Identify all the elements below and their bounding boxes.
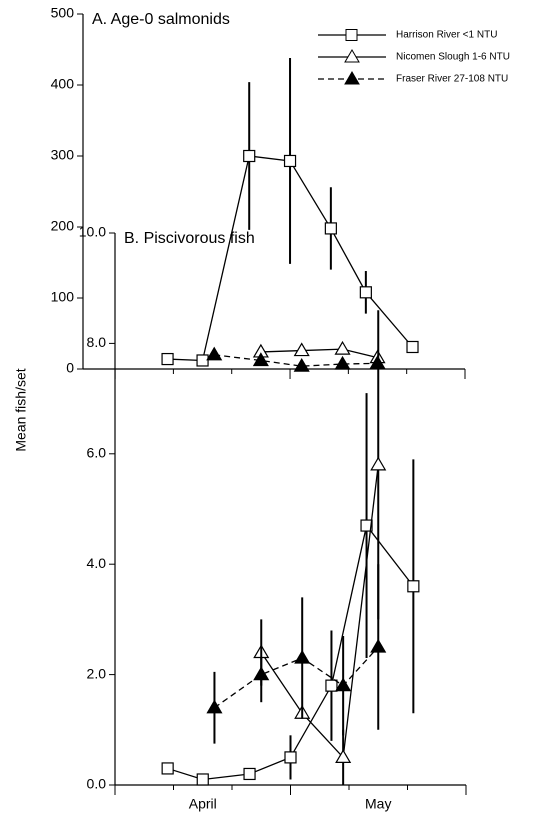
series-line bbox=[260, 464, 379, 759]
marker bbox=[294, 649, 311, 664]
marker bbox=[325, 679, 338, 692]
x-tick-label: April bbox=[189, 796, 217, 812]
marker bbox=[407, 580, 420, 593]
y-tick-label: 0.0 bbox=[87, 776, 107, 792]
marker bbox=[253, 666, 270, 681]
marker bbox=[243, 767, 256, 781]
marker bbox=[359, 286, 372, 299]
series-line bbox=[214, 354, 378, 367]
marker bbox=[360, 519, 373, 532]
x-tick-label: May bbox=[365, 796, 391, 812]
marker bbox=[335, 677, 352, 692]
y-tick-label: 10.0 bbox=[79, 224, 106, 240]
marker bbox=[334, 340, 351, 355]
marker bbox=[370, 638, 387, 653]
marker bbox=[283, 154, 297, 168]
y-tick-label: 500 bbox=[51, 5, 75, 21]
y-tick-label: 100 bbox=[51, 289, 75, 305]
marker bbox=[206, 346, 223, 361]
y-tick-label: 0 bbox=[66, 360, 74, 376]
marker bbox=[406, 340, 419, 354]
marker bbox=[196, 773, 209, 786]
legend-label: Nicomen Slough 1-6 NTU bbox=[396, 52, 510, 63]
panel-title: A. Age-0 salmonids bbox=[92, 11, 230, 28]
y-tick-label: 200 bbox=[51, 218, 75, 234]
y-tick-label: 8.0 bbox=[87, 334, 107, 350]
marker bbox=[293, 357, 310, 372]
marker bbox=[252, 352, 269, 367]
y-tick-label: 2.0 bbox=[87, 665, 107, 681]
panel-title: B. Piscivorous fish bbox=[124, 230, 255, 247]
marker bbox=[206, 699, 223, 714]
series-line bbox=[214, 646, 379, 709]
marker bbox=[324, 222, 337, 235]
legend-label: Fraser River 27-108 NTU bbox=[396, 74, 508, 85]
marker bbox=[293, 342, 310, 357]
y-tick-label: 400 bbox=[51, 76, 75, 92]
y-axis-label: Mean fish/set bbox=[13, 368, 29, 451]
marker bbox=[243, 149, 256, 163]
marker bbox=[335, 749, 352, 764]
marker bbox=[161, 352, 174, 366]
legend-marker bbox=[344, 71, 360, 85]
marker bbox=[196, 354, 209, 367]
y-tick-label: 4.0 bbox=[87, 555, 107, 571]
y-tick-label: 300 bbox=[51, 147, 75, 163]
series-line bbox=[260, 348, 378, 359]
marker bbox=[284, 751, 297, 764]
legend-label: Harrison River <1 NTU bbox=[396, 30, 497, 41]
y-tick-label: 6.0 bbox=[87, 445, 107, 461]
legend-marker bbox=[344, 49, 360, 63]
legend-marker bbox=[345, 29, 358, 41]
marker bbox=[161, 762, 174, 775]
marker bbox=[370, 456, 387, 471]
marker bbox=[334, 355, 351, 370]
